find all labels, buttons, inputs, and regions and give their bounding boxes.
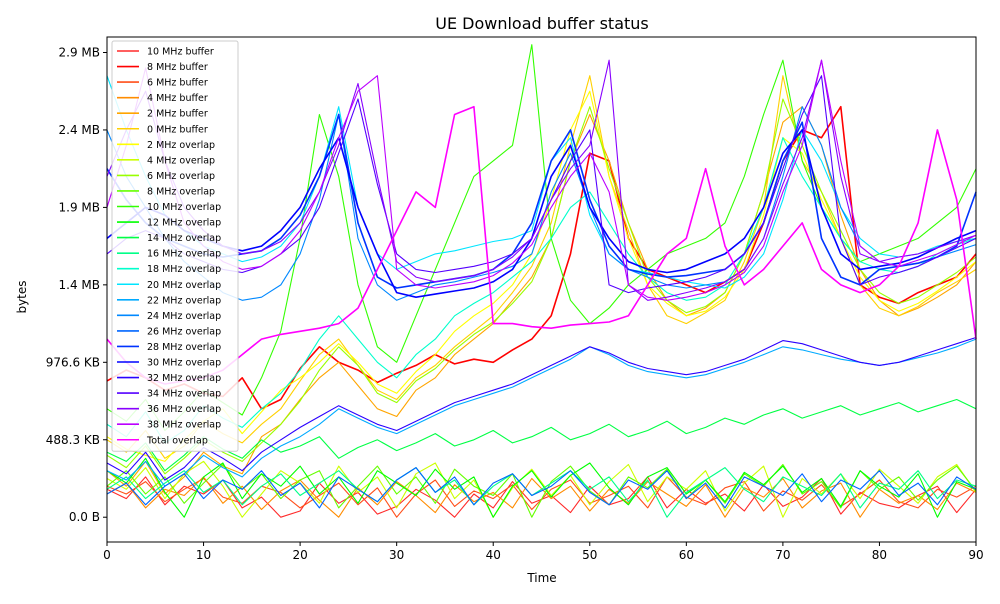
- legend-label: 10 MHz buffer: [147, 47, 214, 58]
- legend-label: 8 MHz buffer: [147, 62, 208, 73]
- y-tick-label: 976.6 KB: [46, 355, 100, 369]
- series-line-24: [106, 59, 977, 301]
- x-tick-label: 30: [389, 548, 404, 562]
- legend-label: 6 MHz overlap: [147, 171, 215, 182]
- legend-label: 4 MHz overlap: [147, 155, 215, 166]
- x-tick-label: 50: [582, 548, 597, 562]
- legend-label: 16 MHz overlap: [147, 249, 221, 260]
- series-line-12: [106, 398, 977, 472]
- chart-title: UE Download buffer status: [435, 14, 649, 33]
- legend-label: 18 MHz overlap: [147, 264, 221, 275]
- legend-label: 10 MHz overlap: [147, 202, 221, 213]
- y-tick-label: 488.3 KB: [46, 433, 100, 447]
- x-tick-label: 70: [775, 548, 790, 562]
- legend-label: 8 MHz overlap: [147, 186, 215, 197]
- series-lines: [106, 44, 977, 518]
- legend-label: 0 MHz buffer: [147, 124, 208, 135]
- legend-label: 2 MHz buffer: [147, 109, 208, 120]
- legend-label: 30 MHz overlap: [147, 358, 221, 369]
- series-line-9: [106, 463, 977, 518]
- legend-label: 6 MHz buffer: [147, 78, 208, 89]
- legend-label: Total overlap: [146, 435, 208, 446]
- x-tick-label: 20: [292, 548, 307, 562]
- legend-label: 32 MHz overlap: [147, 373, 221, 384]
- x-axis-label: Time: [526, 571, 556, 585]
- series-line-15: [106, 75, 977, 289]
- y-tick-label: 0.0 B: [69, 510, 100, 524]
- y-tick-label: 1.4 MB: [59, 278, 100, 292]
- legend-label: 2 MHz overlap: [147, 140, 215, 151]
- x-tick-label: 80: [872, 548, 887, 562]
- series-line-16: [106, 338, 977, 487]
- legend-label: 36 MHz overlap: [147, 404, 221, 415]
- series-line-11: [106, 457, 977, 518]
- legend-label: 4 MHz buffer: [147, 93, 208, 104]
- series-line-14: [106, 137, 977, 444]
- y-tick-label: 2.4 MB: [59, 123, 100, 137]
- legend-label: 20 MHz overlap: [147, 280, 221, 291]
- series-line-18: [106, 467, 977, 509]
- series-line-4: [106, 106, 977, 495]
- y-tick-label: 1.9 MB: [59, 200, 100, 214]
- series-line-5: [106, 75, 977, 459]
- series-line-20: [106, 129, 977, 299]
- series-line-3: [106, 476, 977, 518]
- x-tick-label: 10: [196, 548, 211, 562]
- x-tick-label: 60: [679, 548, 694, 562]
- legend-label: 12 MHz overlap: [147, 218, 221, 229]
- x-tick-label: 0: [103, 548, 111, 562]
- series-line-13: [106, 467, 977, 518]
- series-line-25: [106, 105, 977, 385]
- y-tick-label: 2.9 MB: [59, 45, 100, 59]
- y-axis-ticks: 0.0 B 488.3 KB 976.6 KB 1.4 MB 1.9 MB 2.4 MB 2…: [46, 45, 107, 524]
- x-tick-label: 90: [968, 548, 983, 562]
- legend-label: 28 MHz overlap: [147, 342, 221, 353]
- legend-label: 26 MHz overlap: [147, 326, 221, 337]
- plot-area-frame: [106, 36, 977, 543]
- legend-label: 22 MHz overlap: [147, 295, 221, 306]
- series-line-17: [106, 106, 977, 301]
- legend-box: [111, 40, 239, 452]
- legend-label: 14 MHz overlap: [147, 233, 221, 244]
- x-tick-label: 40: [486, 548, 501, 562]
- series-line-8: [106, 98, 977, 475]
- x-axis-ticks: 0 10 20 30 40 50 60 70 80 90: [103, 542, 984, 562]
- legend-label: 24 MHz overlap: [147, 311, 221, 322]
- legend: 10 MHz buffer 8 MHz buffer 6 MHz buffer 4 M…: [111, 40, 239, 452]
- series-line-23: [106, 59, 977, 301]
- series-line-21: [106, 336, 977, 481]
- legend-label: 38 MHz overlap: [147, 420, 221, 431]
- legend-label: 34 MHz overlap: [147, 389, 221, 400]
- y-axis-label: bytes: [15, 280, 29, 313]
